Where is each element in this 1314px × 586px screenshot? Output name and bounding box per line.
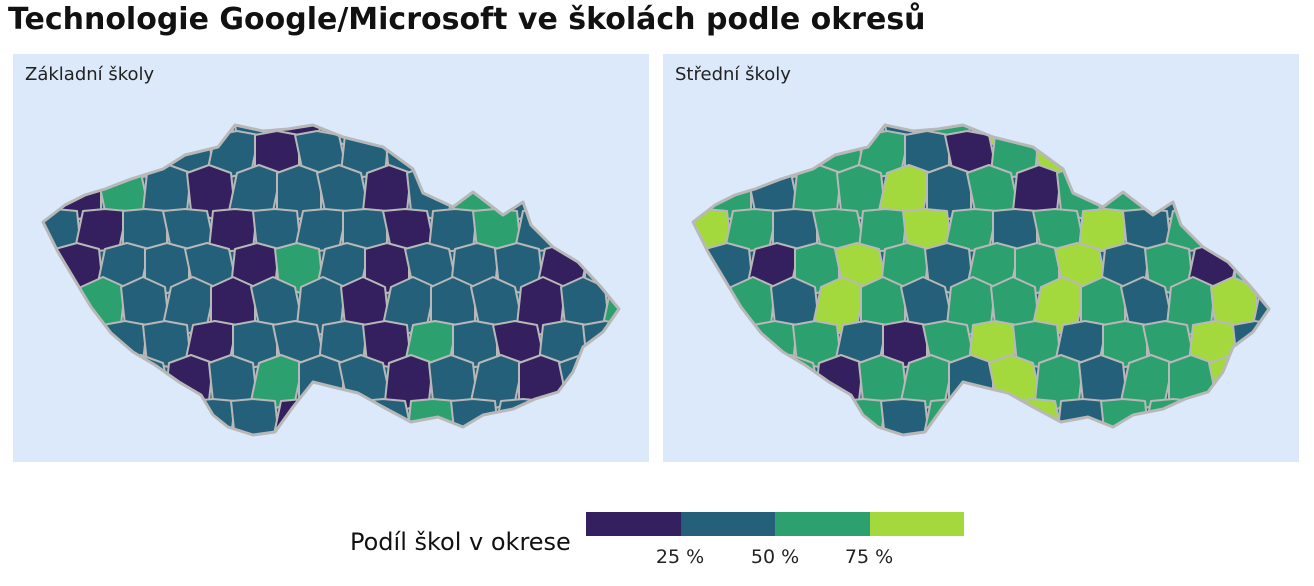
legend-tick-75: 75 %	[844, 546, 894, 568]
panel-stredni-skoly: Střední školy	[663, 54, 1299, 462]
district-map	[13, 97, 649, 462]
panel-label: Střední školy	[675, 64, 791, 85]
panel-zakladni-skoly: Základní školy	[13, 54, 649, 462]
legend-color-bar	[586, 512, 964, 536]
panel-strip: Základní školy	[13, 54, 649, 98]
legend-tick-25: 25 %	[655, 546, 705, 568]
district-map	[663, 97, 1299, 462]
legend-tick-50: 50 %	[750, 546, 800, 568]
legend-bin-0	[586, 512, 681, 536]
legend-bin-1	[680, 512, 775, 536]
legend-title: Podíl škol v okrese	[350, 528, 571, 556]
panel-label: Základní školy	[25, 64, 155, 85]
chart-title: Technologie Google/Microsoft ve školách …	[8, 2, 926, 37]
panel-strip: Střední školy	[663, 54, 1299, 98]
legend-bin-3	[869, 512, 964, 536]
legend-bin-2	[775, 512, 870, 536]
